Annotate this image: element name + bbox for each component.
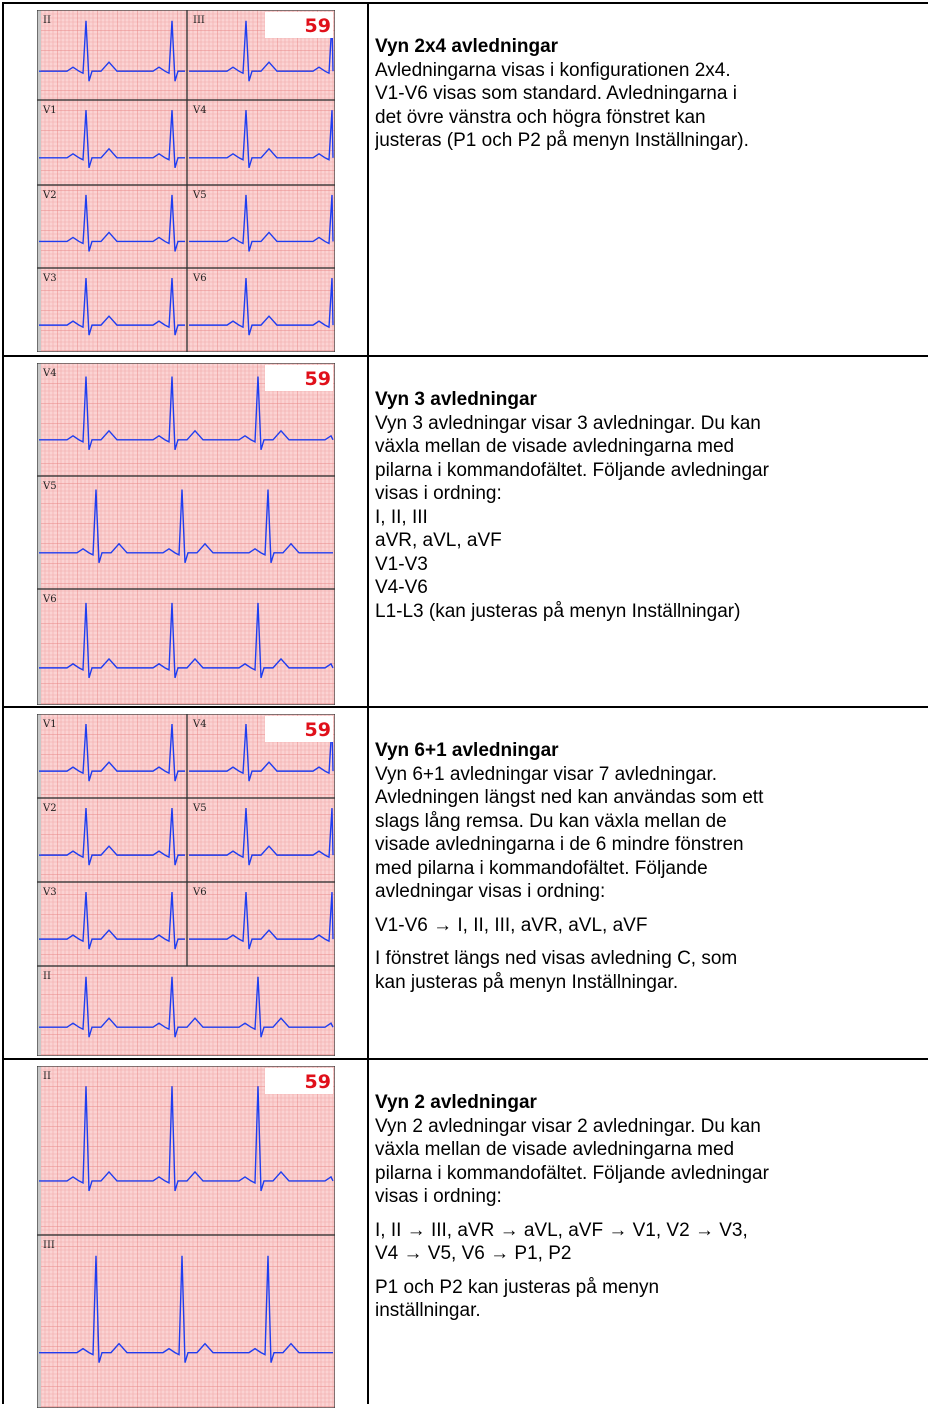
paragraph: Vyn 2 avledningar visar 2 avledningar. D… bbox=[375, 1115, 928, 1209]
lead-label: V2 bbox=[42, 803, 57, 814]
ecg-image: V1 V4 V2 V5 V3 V6 II 59 bbox=[37, 714, 335, 1056]
text-line: V4 → V5, V6 → P1, P2 bbox=[375, 1242, 928, 1266]
lead-label: V1 bbox=[42, 105, 57, 116]
paragraph: Vyn 3 avledningar visar 3 avledningar. D… bbox=[375, 412, 928, 624]
ecg-grid bbox=[37, 714, 335, 1056]
lead-label: V4 bbox=[42, 368, 57, 379]
lead-label: II bbox=[43, 971, 51, 982]
text-line: aVR, aVL, aVF bbox=[375, 529, 928, 553]
text-line: I fönstret längs ned visas avledning C, … bbox=[375, 947, 928, 971]
text-line: V1-V6 → I, II, III, aVR, aVL, aVF bbox=[375, 914, 928, 938]
lead-label: II bbox=[43, 15, 51, 26]
lead-label: V1 bbox=[42, 719, 57, 730]
text-line: P1 och P2 kan justeras på menyn bbox=[375, 1276, 928, 1300]
lead-label: V4 bbox=[192, 719, 207, 730]
text-line: Avledningarna visas i konfigurationen 2x… bbox=[375, 59, 928, 83]
paragraph: Vyn 6+1 avledningar visar 7 avledningar.… bbox=[375, 763, 928, 904]
ecg-grid bbox=[37, 1066, 335, 1408]
table-border bbox=[2, 2, 4, 1404]
text-line: växla mellan de visade avledningarna med bbox=[375, 1138, 928, 1162]
text-line: V1-V6 visas som standard. Avledningarna … bbox=[375, 82, 928, 106]
ecg-grid bbox=[37, 10, 335, 352]
text-line: justeras (P1 och P2 på menyn Inställning… bbox=[375, 129, 928, 153]
text-line: växla mellan de visade avledningarna med bbox=[375, 435, 928, 459]
lead-label: III bbox=[193, 15, 205, 26]
heart-rate: 59 bbox=[305, 1071, 331, 1093]
lead-label: V5 bbox=[42, 481, 57, 492]
lead-label: V5 bbox=[192, 803, 207, 814]
text-line: med pilarna i kommandofältet. Följande bbox=[375, 857, 928, 881]
text-line: slags lång remsa. Du kan växla mellan de bbox=[375, 810, 928, 834]
paragraph: I, II → III, aVR → aVL, aVF → V1, V2 → V… bbox=[375, 1219, 928, 1266]
text-line: pilarna i kommandofältet. Följande avled… bbox=[375, 1162, 928, 1186]
lead-label: V6 bbox=[42, 594, 57, 605]
paragraph: V1-V6 → I, II, III, aVR, aVL, aVF bbox=[375, 914, 928, 938]
row-border bbox=[2, 706, 928, 708]
text-line: visas i ordning: bbox=[375, 482, 928, 506]
heading: Vyn 6+1 avledningar bbox=[375, 739, 928, 763]
text-line: Vyn 2 avledningar visar 2 avledningar. D… bbox=[375, 1115, 928, 1139]
text-line: visade avledningarna i de 6 mindre fönst… bbox=[375, 833, 928, 857]
ecg-grid bbox=[37, 363, 335, 705]
heart-rate: 59 bbox=[305, 719, 331, 741]
lead-label: III bbox=[43, 1240, 55, 1251]
heart-rate: 59 bbox=[305, 15, 331, 37]
lead-label: V3 bbox=[42, 273, 57, 284]
text-line: L1-L3 (kan justeras på menyn Inställning… bbox=[375, 600, 928, 624]
paragraph: Avledningarna visas i konfigurationen 2x… bbox=[375, 59, 928, 153]
lead-label: V4 bbox=[192, 105, 207, 116]
row-border bbox=[2, 355, 928, 357]
row-border bbox=[2, 1058, 928, 1060]
text-line: I, II → III, aVR → aVL, aVF → V1, V2 → V… bbox=[375, 1219, 928, 1243]
text-line: V4-V6 bbox=[375, 576, 928, 600]
lead-label: V2 bbox=[42, 190, 57, 201]
heading: Vyn 2x4 avledningar bbox=[375, 35, 928, 59]
lead-label: V5 bbox=[192, 190, 207, 201]
ecg-image: V4 V5 V6 59 bbox=[37, 363, 335, 705]
lead-label: V6 bbox=[192, 273, 207, 284]
text-line: avledningar visas i ordning: bbox=[375, 880, 928, 904]
text-line: det övre vänstra och högra fönstret kan bbox=[375, 106, 928, 130]
heart-rate: 59 bbox=[305, 368, 331, 390]
text-line: pilarna i kommandofältet. Följande avled… bbox=[375, 459, 928, 483]
table-border bbox=[367, 2, 369, 1404]
text-line: visas i ordning: bbox=[375, 1185, 928, 1209]
text-line: I, II, III bbox=[375, 506, 928, 530]
row-border bbox=[2, 2, 928, 4]
page: IIIIIV1V4V2V5V3V659Vyn 2x4 avledningarAv… bbox=[0, 0, 928, 1404]
text-line: inställningar. bbox=[375, 1299, 928, 1323]
text-line: V1-V3 bbox=[375, 553, 928, 577]
text-line: kan justeras på menyn Inställningar. bbox=[375, 971, 928, 995]
lead-label: V6 bbox=[192, 887, 207, 898]
lead-label: II bbox=[43, 1071, 51, 1082]
lead-label: V3 bbox=[42, 887, 57, 898]
heading: Vyn 3 avledningar bbox=[375, 388, 928, 412]
paragraph: I fönstret längs ned visas avledning C, … bbox=[375, 947, 928, 994]
text-line: Avledningen längst ned kan användas som … bbox=[375, 786, 928, 810]
heading: Vyn 2 avledningar bbox=[375, 1091, 928, 1115]
text-line: Vyn 3 avledningar visar 3 avledningar. D… bbox=[375, 412, 928, 436]
text-line: Vyn 6+1 avledningar visar 7 avledningar. bbox=[375, 763, 928, 787]
